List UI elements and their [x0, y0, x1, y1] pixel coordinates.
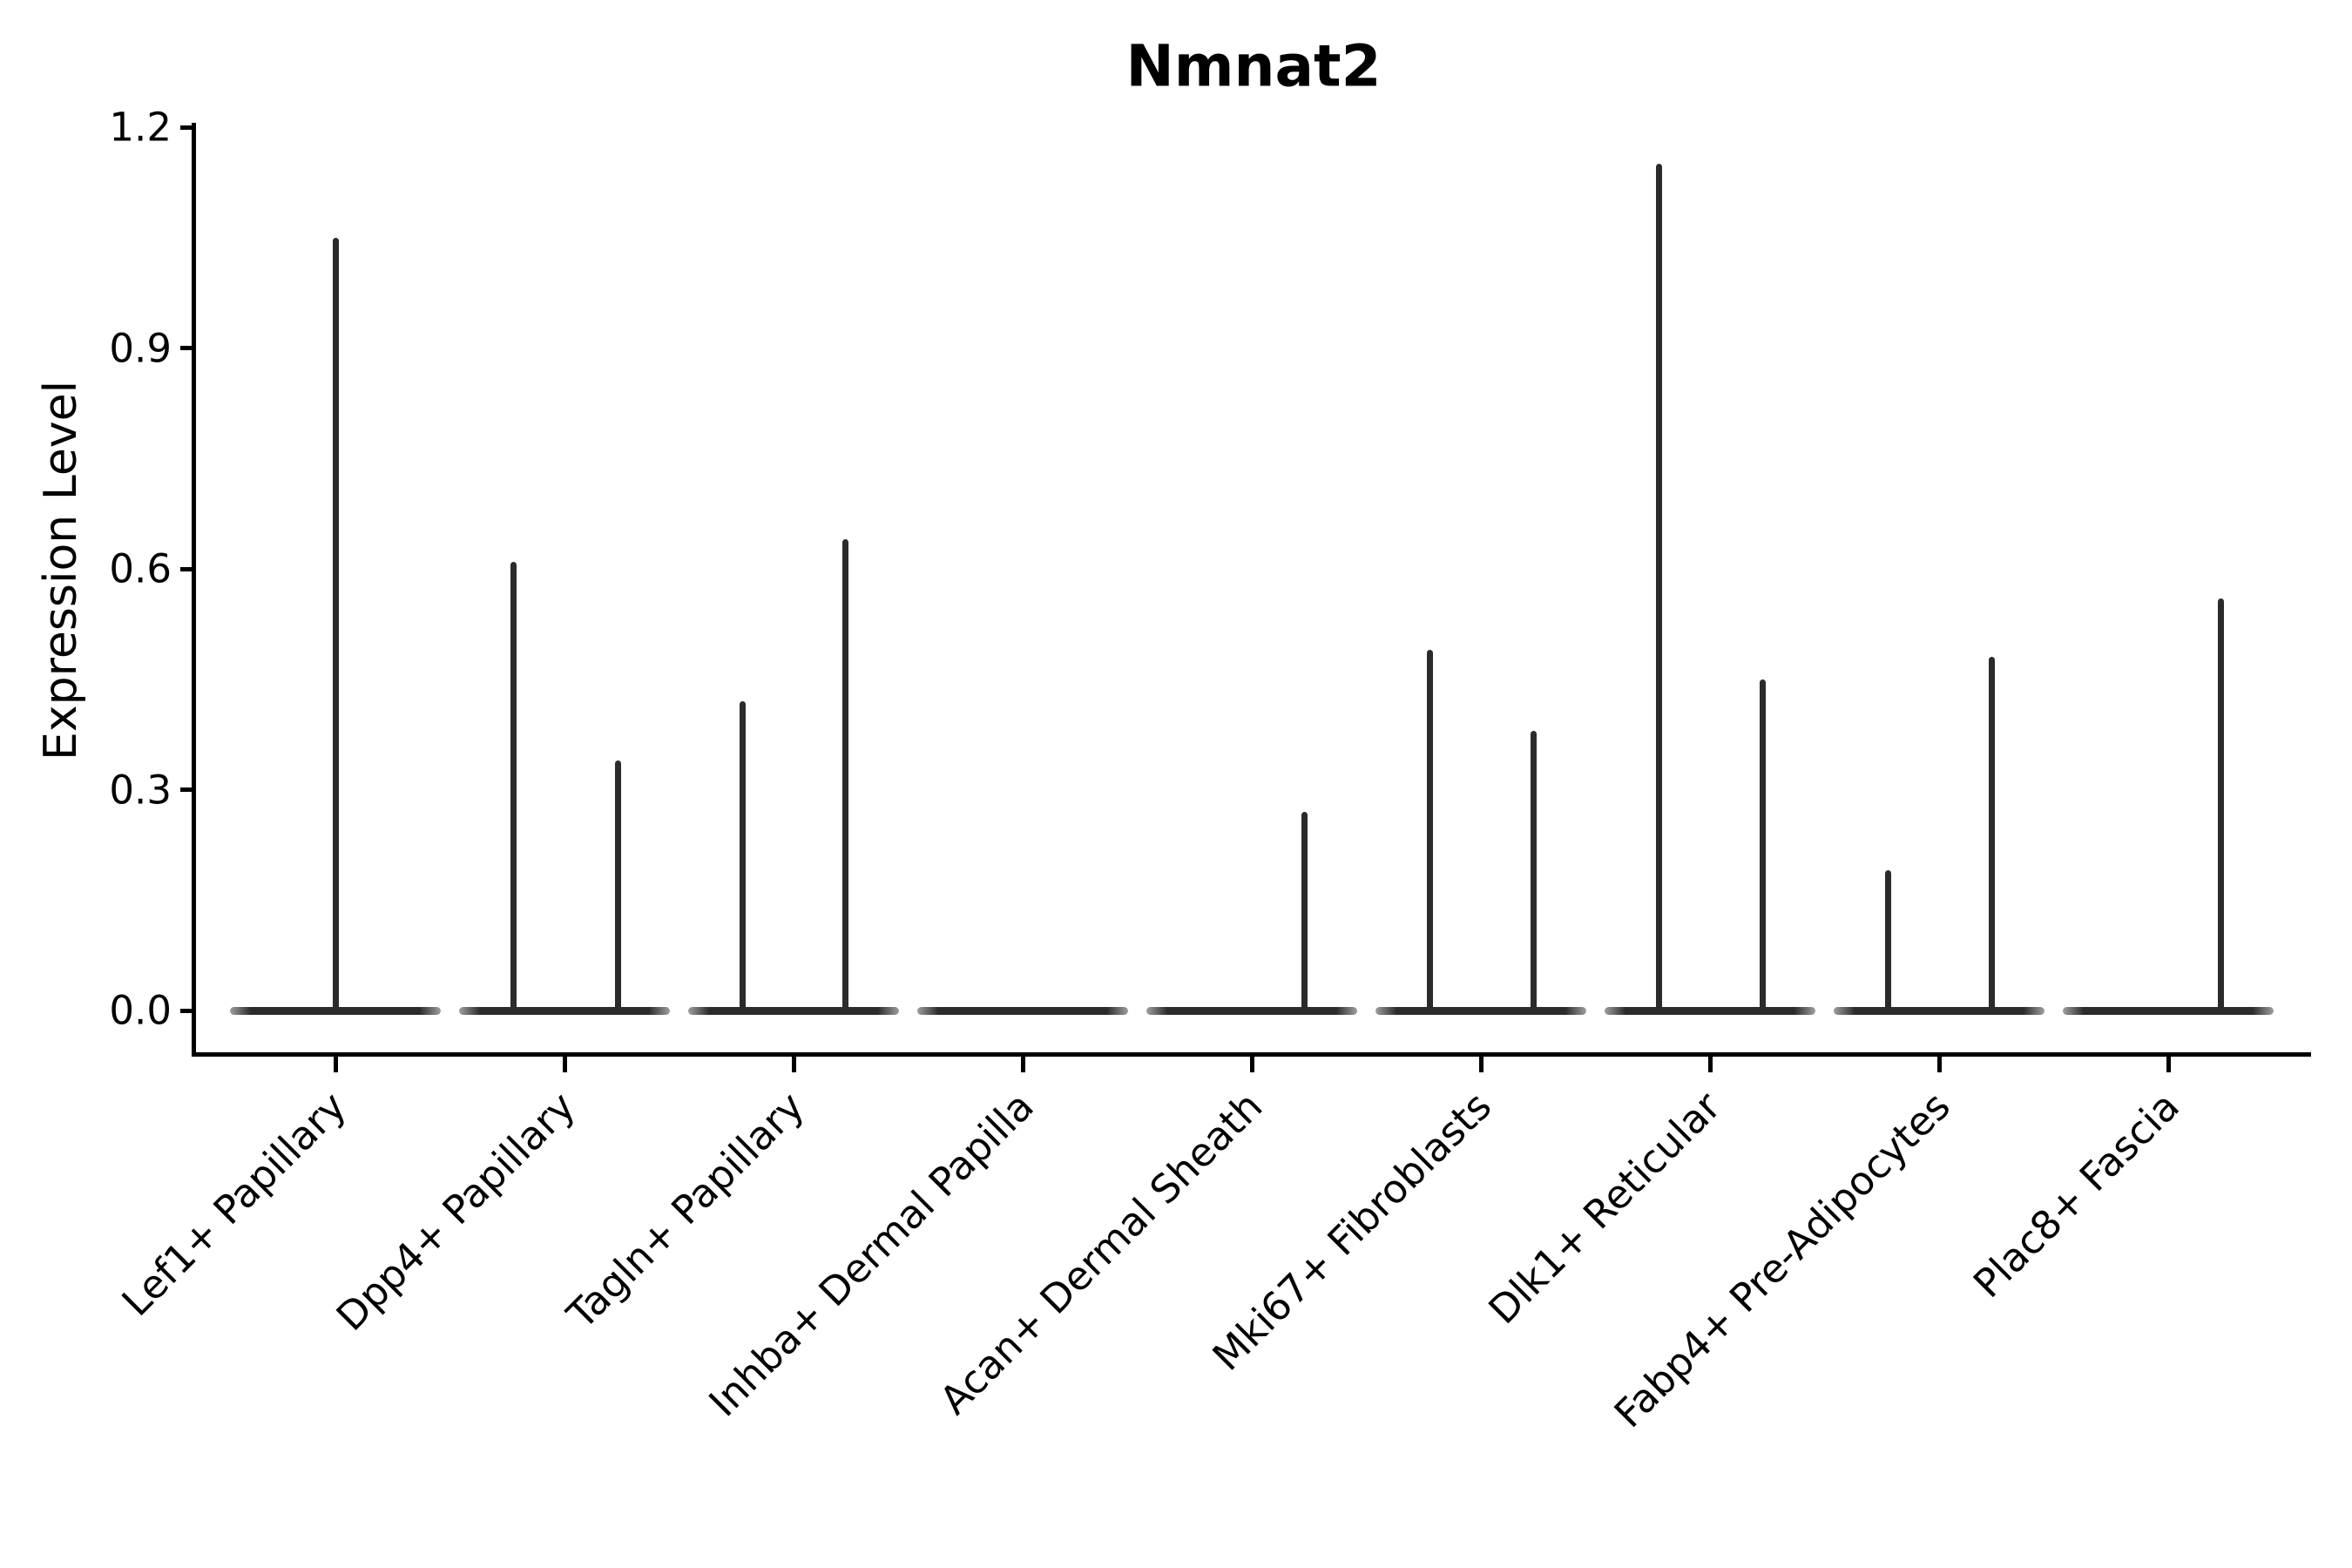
y-tick — [180, 787, 196, 792]
violin-spike — [1530, 730, 1537, 1010]
y-tick — [180, 1008, 196, 1013]
x-tick-label: Lef1+ Papillary — [112, 1083, 355, 1326]
x-tick — [1936, 1057, 1942, 1072]
violin-base — [688, 1006, 899, 1015]
violin-base — [1605, 1006, 1815, 1015]
x-tick-label: Tagln+ Papillary — [558, 1083, 814, 1338]
violin-base — [917, 1006, 1128, 1015]
violin-spike — [739, 701, 746, 1010]
violin-spike — [1426, 649, 1433, 1010]
y-tick-label: 1.2 — [109, 104, 172, 151]
y-tick — [180, 566, 196, 571]
y-tick-label: 0.0 — [109, 987, 172, 1034]
x-tick-label: Dpp4+ Papillary — [327, 1083, 585, 1340]
x-tick — [562, 1057, 567, 1072]
violin-spike — [1884, 870, 1891, 1010]
violin-base — [1834, 1006, 2044, 1015]
violin-spike — [510, 561, 517, 1010]
x-tick — [1707, 1057, 1713, 1072]
violin-spike — [841, 539, 848, 1010]
y-axis-spine — [192, 123, 196, 1057]
x-tick — [1020, 1057, 1025, 1072]
x-tick — [1249, 1057, 1254, 1072]
y-tick — [180, 125, 196, 130]
violin-spike — [1655, 164, 1662, 1010]
x-tick — [333, 1057, 338, 1072]
x-tick-label: Dlk1+ Reticular — [1479, 1083, 1730, 1334]
y-tick-label: 0.3 — [109, 767, 172, 813]
violin-spike — [332, 237, 339, 1010]
violin-spike — [2217, 598, 2224, 1010]
violin-spike — [1988, 657, 1995, 1010]
violin-base — [230, 1006, 441, 1015]
x-tick — [791, 1057, 796, 1072]
y-tick-label: 0.6 — [109, 545, 172, 592]
violin-spike — [1301, 811, 1308, 1010]
chart-title: Nmnat2 — [1125, 32, 1382, 100]
violin-base — [2063, 1006, 2274, 1015]
y-tick — [180, 346, 196, 350]
y-axis-label: Expression Level — [35, 380, 87, 761]
x-axis-spine — [192, 1052, 2311, 1057]
violin-base — [459, 1006, 670, 1015]
violin-spike — [1759, 679, 1766, 1010]
violin-spike — [614, 760, 621, 1010]
x-tick — [2166, 1057, 2171, 1072]
x-tick — [1478, 1057, 1484, 1072]
violin-base — [1146, 1006, 1357, 1015]
y-tick-label: 0.9 — [109, 325, 172, 371]
violin-base — [1375, 1006, 1586, 1015]
x-tick-label: Plac8+ Fascia — [1963, 1083, 2188, 1307]
